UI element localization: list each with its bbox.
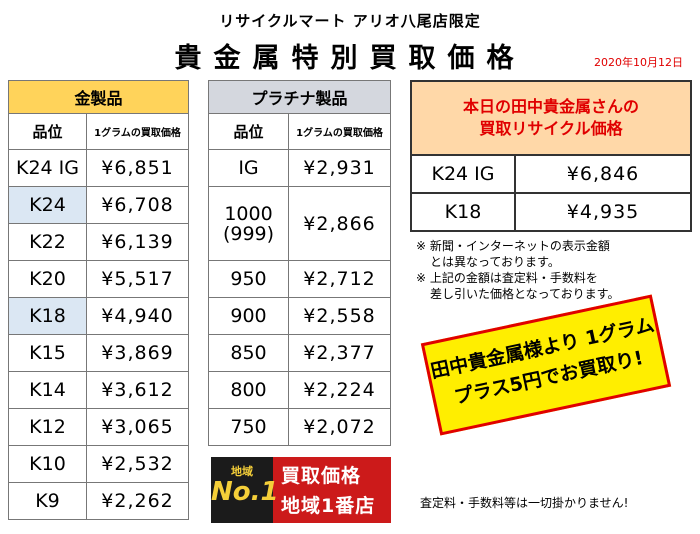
platinum-grade: 950 [208,260,289,298]
gold-grade: K12 [8,408,87,446]
platinum-grade-main: 1000 [224,202,273,225]
table-row: K18 ¥4,935 [410,192,693,232]
badge-line1: 買取価格 [281,465,362,487]
note-line: ※ 上記の金額は査定料・手数料を [416,271,598,285]
table-row: 1000 (999) ¥2,866 [208,186,392,261]
platinum-price: ¥2,866 [287,186,392,261]
table-row: K9 ¥2,262 [8,482,190,520]
area-no1-badge: 地域 No.1 買取価格 地域1番店 [211,457,391,523]
gold-price: ¥2,262 [85,482,190,520]
tanaka-caption-line1: 本日の田中貴金属さんの [463,97,640,116]
gold-grade: K24 IG [8,149,87,187]
tanaka-price: ¥4,935 [513,192,693,232]
platinum-col-price: 1グラムの買取価格 [287,113,392,150]
tanaka-price: ¥6,846 [513,154,693,194]
note-line: ※ 新聞・インターネットの表示金額 [416,239,610,253]
table-row: IG ¥2,931 [208,149,392,187]
platinum-caption: プラチナ製品 [207,80,392,114]
gold-price: ¥5,517 [85,260,190,298]
table-row: K20 ¥5,517 [8,260,190,298]
gold-grade: K14 [8,371,87,409]
platinum-price: ¥2,712 [287,260,392,298]
gold-grade: K10 [8,445,87,483]
gold-grade: K15 [8,334,87,372]
gold-grade: K18 [8,297,87,335]
table-row: K24 IG ¥6,851 [8,149,190,187]
gold-price: ¥4,940 [85,297,190,335]
tanaka-grade: K24 IG [410,154,516,194]
no-fee-note: 査定料・手数料等は一切掛かりません! [420,496,629,510]
gold-caption: 金製品 [7,80,190,114]
gold-col-grade: 品位 [8,113,87,150]
disclaimer-notes: ※ 新聞・インターネットの表示金額 とは異なっております。 ※ 上記の金額は査定… [416,238,619,302]
platinum-price: ¥2,558 [287,297,392,335]
table-row: 850 ¥2,377 [208,334,392,372]
gold-price: ¥2,532 [85,445,190,483]
gold-grade: K24 [8,186,87,224]
note-line: とは異なっております。 [430,255,560,269]
page-title: 貴金属特別買取価格 [174,43,526,74]
no1-emblem: 地域 No.1 [211,457,279,523]
gold-price: ¥3,869 [85,334,190,372]
table-row: K18 ¥4,940 [8,297,190,335]
table-row: 800 ¥2,224 [208,371,392,409]
platinum-col-grade: 品位 [208,113,289,150]
table-row: K15 ¥3,869 [8,334,190,372]
badge-area-label: 地域 [231,465,253,478]
note-line: 差し引いた価格となっております。 [430,287,620,301]
table-row: K24 IG ¥6,846 [410,154,693,194]
gold-grade: K22 [8,223,87,261]
platinum-price-table: プラチナ製品 品位 1グラムの買取価格 IG ¥2,931 1000 (999) … [207,80,392,446]
platinum-grade: 1000 (999) [208,186,289,261]
gold-price: ¥6,139 [85,223,190,261]
table-row: K10 ¥2,532 [8,445,190,483]
gold-price: ¥3,065 [85,408,190,446]
gold-price: ¥3,612 [85,371,190,409]
gold-grade: K20 [8,260,87,298]
platinum-price: ¥2,072 [287,408,392,446]
tanaka-caption: 本日の田中貴金属さんの 買取リサイクル価格 [409,80,693,156]
badge-line2: 地域1番店 [281,495,376,517]
platinum-price: ¥2,224 [287,371,392,409]
table-row: K22 ¥6,139 [8,223,190,261]
badge-no1-label: No.1 [211,477,279,507]
table-row: K12 ¥3,065 [8,408,190,446]
gold-grade: K9 [8,482,87,520]
price-date: 2020年10月12日 [594,56,683,69]
promo-sticker: 田中貴金属様より 1グラム プラス5円でお買取り! [420,294,672,436]
table-row: K24 ¥6,708 [8,186,190,224]
tanaka-reference-table: 本日の田中貴金属さんの 買取リサイクル価格 K24 IG ¥6,846 K18 ¥4… [409,80,693,232]
platinum-grade-sub: (999) [222,222,275,245]
gold-price-table: 金製品 品位 1グラムの買取価格 K24 IG ¥6,851 K24 ¥6,708 … [7,80,190,520]
platinum-grade: 750 [208,408,289,446]
table-row: K14 ¥3,612 [8,371,190,409]
platinum-grade: 900 [208,297,289,335]
store-subtitle: リサイクルマート アリオ八尾店限定 [219,12,481,30]
platinum-grade: IG [208,149,289,187]
platinum-price: ¥2,931 [287,149,392,187]
table-row: 900 ¥2,558 [208,297,392,335]
gold-col-price: 1グラムの買取価格 [85,113,190,150]
tanaka-grade: K18 [410,192,516,232]
table-row: 950 ¥2,712 [208,260,392,298]
platinum-price: ¥2,377 [287,334,392,372]
platinum-grade: 850 [208,334,289,372]
tanaka-caption-line2: 買取リサイクル価格 [479,119,623,138]
table-row: 750 ¥2,072 [208,408,392,446]
gold-price: ¥6,851 [85,149,190,187]
gold-price: ¥6,708 [85,186,190,224]
platinum-grade: 800 [208,371,289,409]
